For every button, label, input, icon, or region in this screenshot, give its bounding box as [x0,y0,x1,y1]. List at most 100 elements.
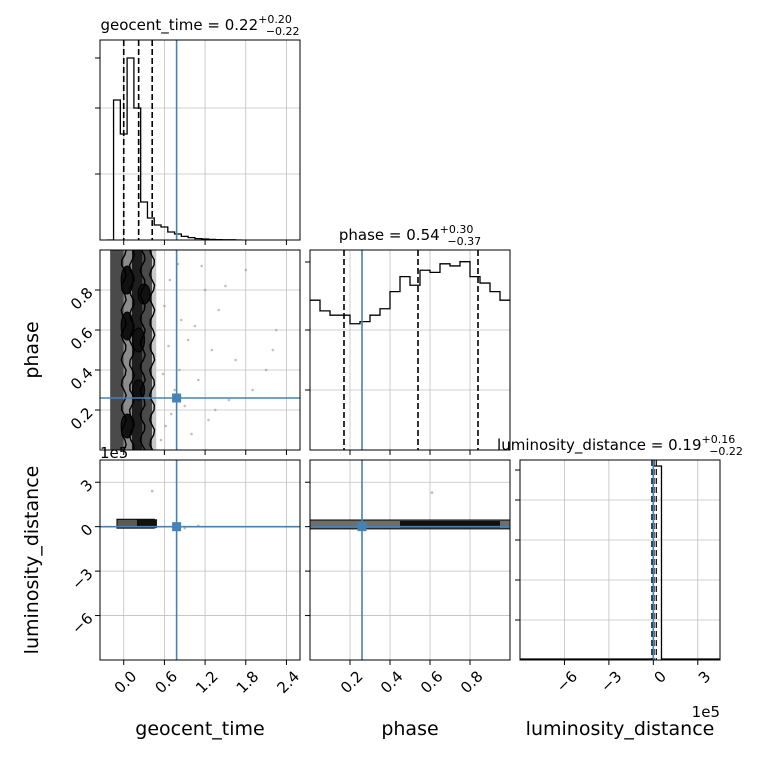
density-column [152,250,157,450]
phase_hist-title-text: phase = 0.54+0.30 −0.37 [339,223,481,248]
contour-blob [120,265,134,295]
scatter-point [274,328,278,332]
scatter-point [227,398,231,402]
distance-vs-phase-clip [310,460,510,660]
distance-histogram-panel: −6 −3 0 3 1e5 [515,460,720,721]
scatter-point [178,368,181,372]
truth-marker [172,522,182,532]
y-axis-label-0: phase [21,321,43,378]
geocent_time_hist-title: geocent_time = 0.22+0.20 −0.22 [100,13,299,38]
scatter-point [167,344,170,348]
y-axis-label-1: luminosity_distance [21,466,43,655]
scatter-point [200,264,203,268]
geocent-time-histogram-step [106,57,243,240]
x-tick-label: 0.0 [111,667,141,697]
distance-histogram-frame [519,459,721,661]
scatter-point [197,378,200,382]
phase-histogram-clip [310,250,510,450]
phase-histogram-frame [309,249,511,451]
offset-label-bottom: 1e5 [692,703,720,721]
y-tick-label: −3 [68,565,96,593]
scatter-point [251,388,254,392]
scatter-point [271,348,275,352]
scatter-point [193,324,197,328]
scatter-point [430,491,434,494]
title-main: luminosity_distance = 0.19 [497,436,701,455]
title-upper-error: +0.20 [258,13,292,26]
y-tick-label: 0.6 [67,324,97,354]
x-tick-label: 1.8 [233,667,263,697]
distance-vs-geocent-time-frame [99,459,301,661]
title-lower-error: −0.22 [709,445,743,458]
scatter-point [224,284,227,288]
title-lower-error: −0.22 [266,25,300,38]
phase_hist-title: phase = 0.54+0.30 −0.37 [339,223,481,248]
x-tick-label: 0.6 [417,667,447,697]
scatter-point [234,358,237,362]
scatter-point [163,304,166,308]
geocent_time_hist-title-text: geocent_time = 0.22+0.20 −0.22 [100,13,299,38]
contour-line [120,250,127,450]
geocent-time-histogram-clip [106,40,243,240]
phase-vs-geocent-time-frame [99,249,301,451]
scatter-point [164,424,168,428]
scatter-point [217,308,220,312]
geocent-time-histogram-frame [99,39,301,241]
contour-line [148,250,156,450]
title-main: geocent_time = 0.22 [100,16,258,35]
truth-marker [172,393,182,403]
contour-line [139,250,146,450]
scatter-point [210,348,214,352]
distance-vs-phase-panel: 0.2 0.4 0.6 0.8 [305,460,510,697]
x-tick-label: −3 [597,667,625,695]
title-upper-error: +0.16 [702,433,736,446]
scatter-point [264,368,268,372]
x-tick-label: 0 [650,667,669,686]
y-tick-label: 0.8 [67,284,97,314]
title-lower-error: −0.37 [447,235,481,248]
scatter-point [169,412,173,416]
x-axis-label-0: geocent_time [135,718,264,740]
truth-marker [357,522,367,532]
scatter-point [183,404,187,408]
y-tick-label: 0.2 [67,404,97,434]
scatter-point [180,318,183,322]
luminosity_distance_hist-title: luminosity_distance = 0.19+0.16 −0.22 [497,433,743,458]
scatter-point [183,526,187,530]
x-tick-label: 2.4 [273,667,303,697]
scatter-point [161,372,165,376]
phase-vs-geocent-time-panel: 0.2 0.4 0.6 0.8 [67,250,300,455]
distance-vs-phase-frame [309,459,511,661]
x-tick-label: −6 [553,667,581,695]
title-main: phase = 0.54 [339,226,440,244]
x-tick-label: 0.8 [457,667,487,697]
scatter-point [173,388,176,392]
x-tick-label: 3 [695,667,714,686]
x-tick-label: 0.4 [377,667,407,697]
scatter-point [213,408,217,412]
x-axis-label-1: phase [381,718,438,740]
distance-histogram-clip [520,460,720,660]
distance-histogram-step [520,465,720,660]
scatter-point [190,432,193,436]
geocent-time-histogram-panel [95,40,300,245]
scatter-point [203,288,207,292]
offset-label-left: 1e5 [100,444,128,462]
density-column [110,250,124,450]
scatter-point [159,438,163,442]
phase-histogram-step [310,261,510,325]
density-core [400,521,500,528]
y-tick-label: 3 [77,476,96,495]
x-tick-label: 1.2 [192,667,222,697]
density-column [142,250,153,450]
scatter-point [168,278,172,282]
scatter-point [244,268,248,272]
scatter-point [207,418,210,422]
title-upper-error: +0.30 [440,223,474,236]
contour-line [128,250,136,450]
y-tick-label: −6 [68,609,96,637]
density-column [123,250,132,450]
luminosity_distance_hist-title-text: luminosity_distance = 0.19+0.16 −0.22 [497,433,743,458]
